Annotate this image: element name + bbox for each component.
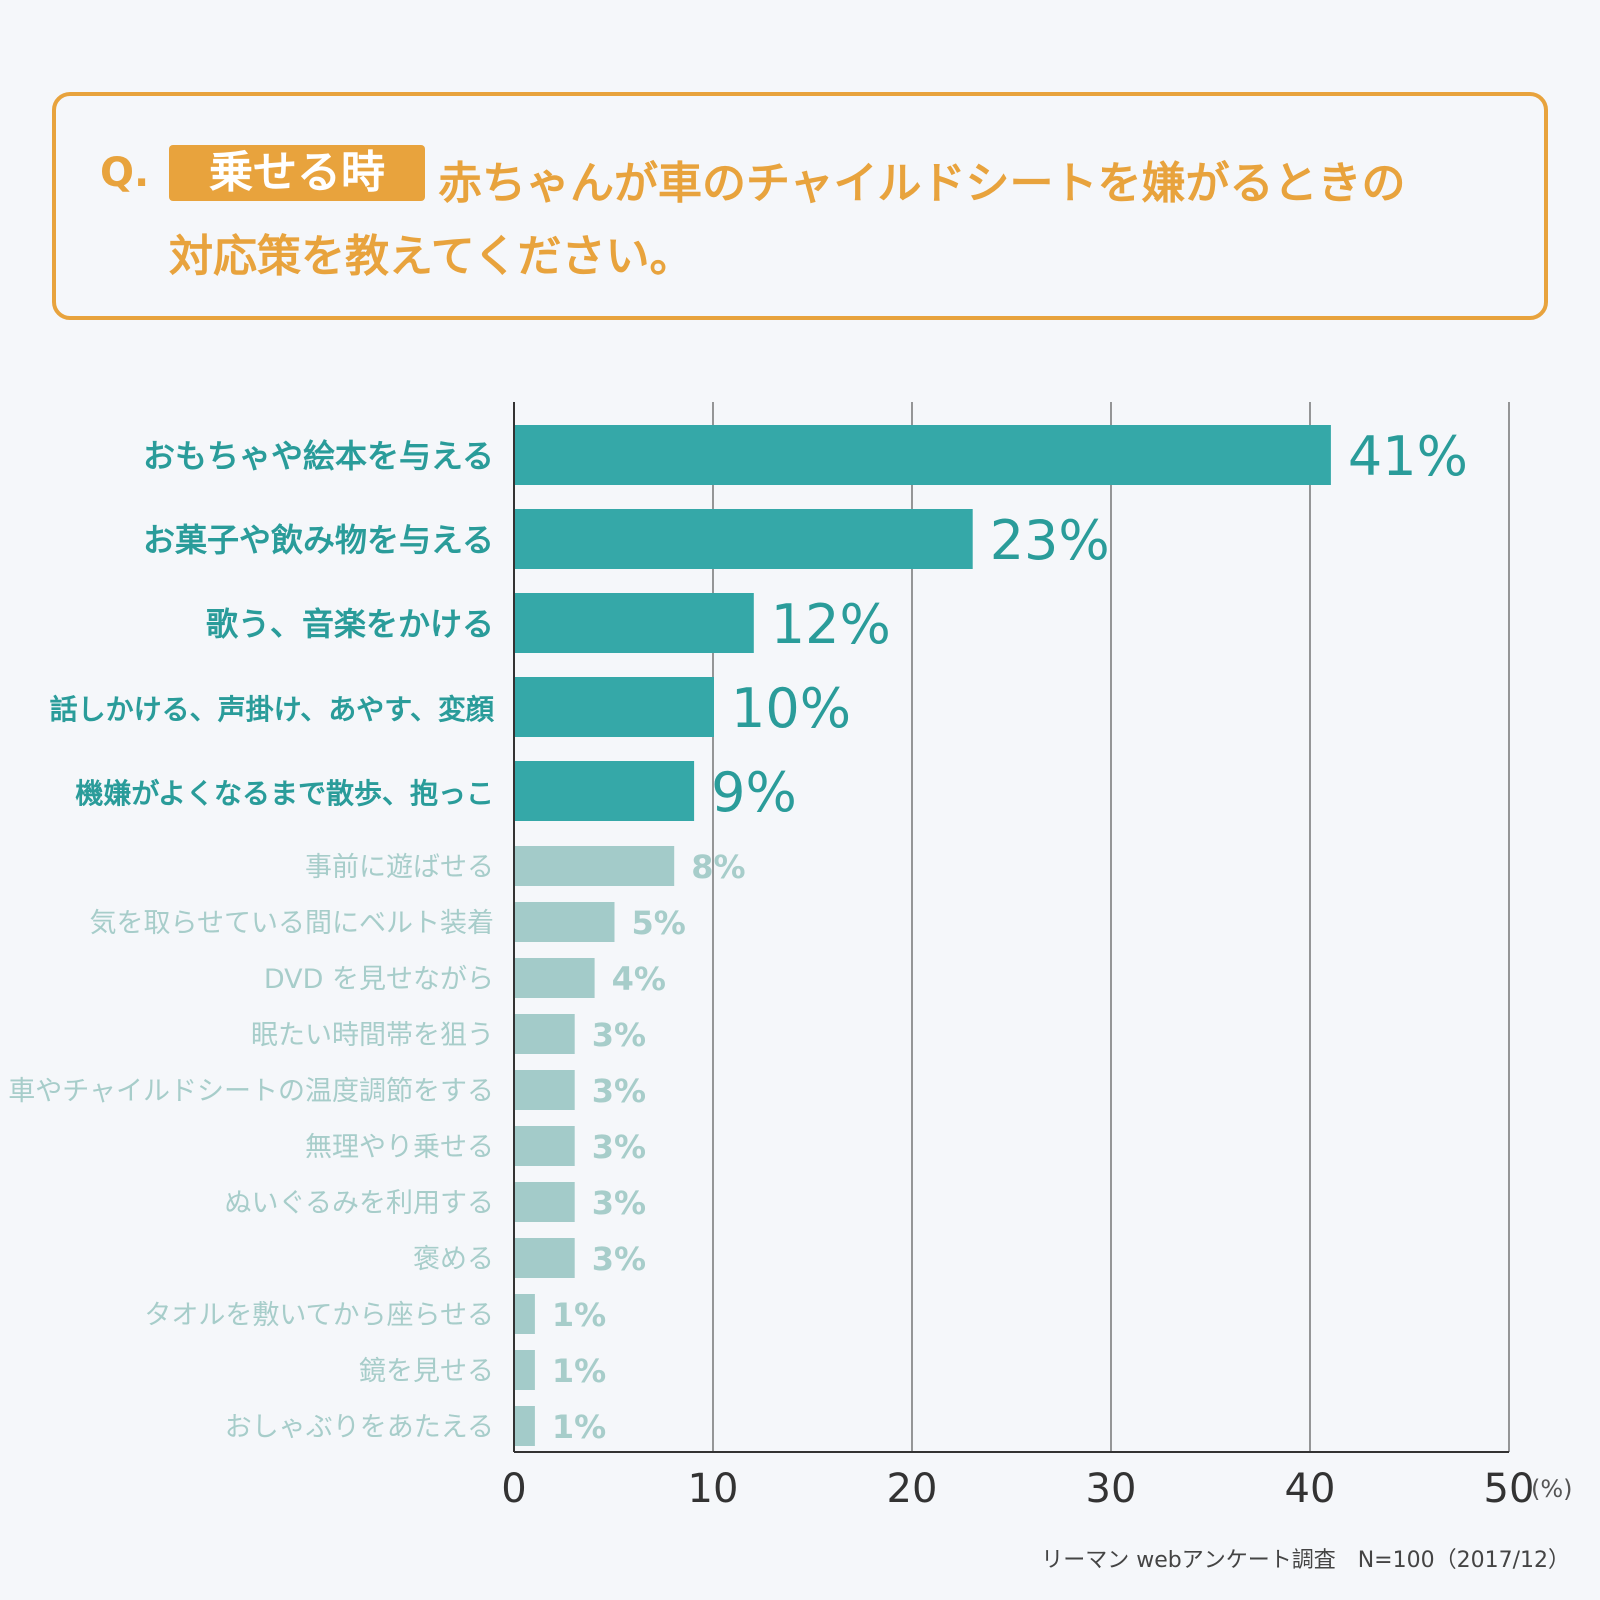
x-tick-label: 10	[688, 1466, 739, 1512]
question-line-1: 赤ちゃんが車のチャイルドシートを嫌がるときの	[438, 158, 1406, 209]
category-label: お菓子や飲み物を与える	[143, 521, 494, 559]
bar	[515, 958, 595, 998]
value-label: 3%	[592, 1016, 646, 1054]
bar	[515, 846, 675, 886]
value-label: 5%	[632, 904, 686, 942]
category-label: DVD を見せながら	[264, 964, 494, 995]
x-tick-label: 20	[887, 1466, 938, 1512]
bar	[515, 677, 714, 737]
bar	[515, 1070, 575, 1110]
value-label: 3%	[592, 1128, 646, 1166]
bar	[515, 761, 695, 821]
category-label: 機嫌がよくなるまで散歩、抱っこ	[75, 777, 494, 810]
value-label: 3%	[592, 1072, 646, 1110]
bar	[515, 1350, 535, 1390]
x-unit-label: (%)	[1531, 1475, 1573, 1503]
bar	[515, 593, 754, 653]
x-tick-label: 40	[1285, 1466, 1336, 1512]
category-label: おしゃぶりをあたえる	[225, 1412, 494, 1443]
category-label: タオルを敷いてから座らせる	[144, 1300, 494, 1331]
bar	[515, 1014, 575, 1054]
category-label: 話しかける、声掛け、あやす、変顔	[50, 693, 495, 726]
value-label: 41%	[1348, 425, 1468, 488]
question-box	[52, 92, 1548, 320]
x-tick-label: 30	[1086, 1466, 1137, 1512]
bar	[515, 902, 615, 942]
value-label: 8%	[691, 848, 745, 886]
value-label: 10%	[731, 677, 851, 740]
bar	[515, 1406, 535, 1446]
bar	[515, 1126, 575, 1166]
bar	[515, 425, 1331, 485]
x-tick-label: 50	[1484, 1466, 1535, 1512]
question-line-2: 対応策を教えてください。	[169, 231, 694, 282]
value-label: 12%	[771, 593, 891, 656]
x-tick-label: 0	[501, 1466, 526, 1512]
category-label: 車やチャイルドシートの温度調節をする	[8, 1076, 494, 1107]
value-label: 1%	[552, 1408, 606, 1446]
value-label: 9%	[711, 761, 797, 824]
category-label: 無理やり乗せる	[305, 1132, 494, 1163]
bar	[515, 1238, 575, 1278]
value-label: 1%	[552, 1352, 606, 1390]
value-label: 3%	[592, 1184, 646, 1222]
category-label: おもちゃや絵本を与える	[143, 437, 494, 475]
bar	[515, 509, 973, 569]
question-tag: 乗せる時	[169, 145, 425, 201]
value-label: 23%	[990, 509, 1110, 572]
category-label: 気を取らせている間にベルト装着	[90, 908, 494, 939]
question-prefix: Q.	[100, 150, 150, 196]
bar	[515, 1294, 535, 1334]
value-label: 1%	[552, 1296, 606, 1334]
category-label: 褒める	[413, 1244, 494, 1275]
category-label: ぬいぐるみを利用する	[225, 1188, 494, 1219]
value-label: 3%	[592, 1240, 646, 1278]
category-label: 事前に遊ばせる	[305, 852, 494, 883]
source-note: リーマン webアンケート調査 N=100（2017/12）	[1041, 1548, 1570, 1573]
category-label: 歌う、音楽をかける	[206, 605, 494, 643]
category-label: 鏡を見せる	[359, 1356, 494, 1387]
value-label: 4%	[612, 960, 666, 998]
bar	[515, 1182, 575, 1222]
category-label: 眠たい時間帯を狙う	[251, 1020, 494, 1051]
